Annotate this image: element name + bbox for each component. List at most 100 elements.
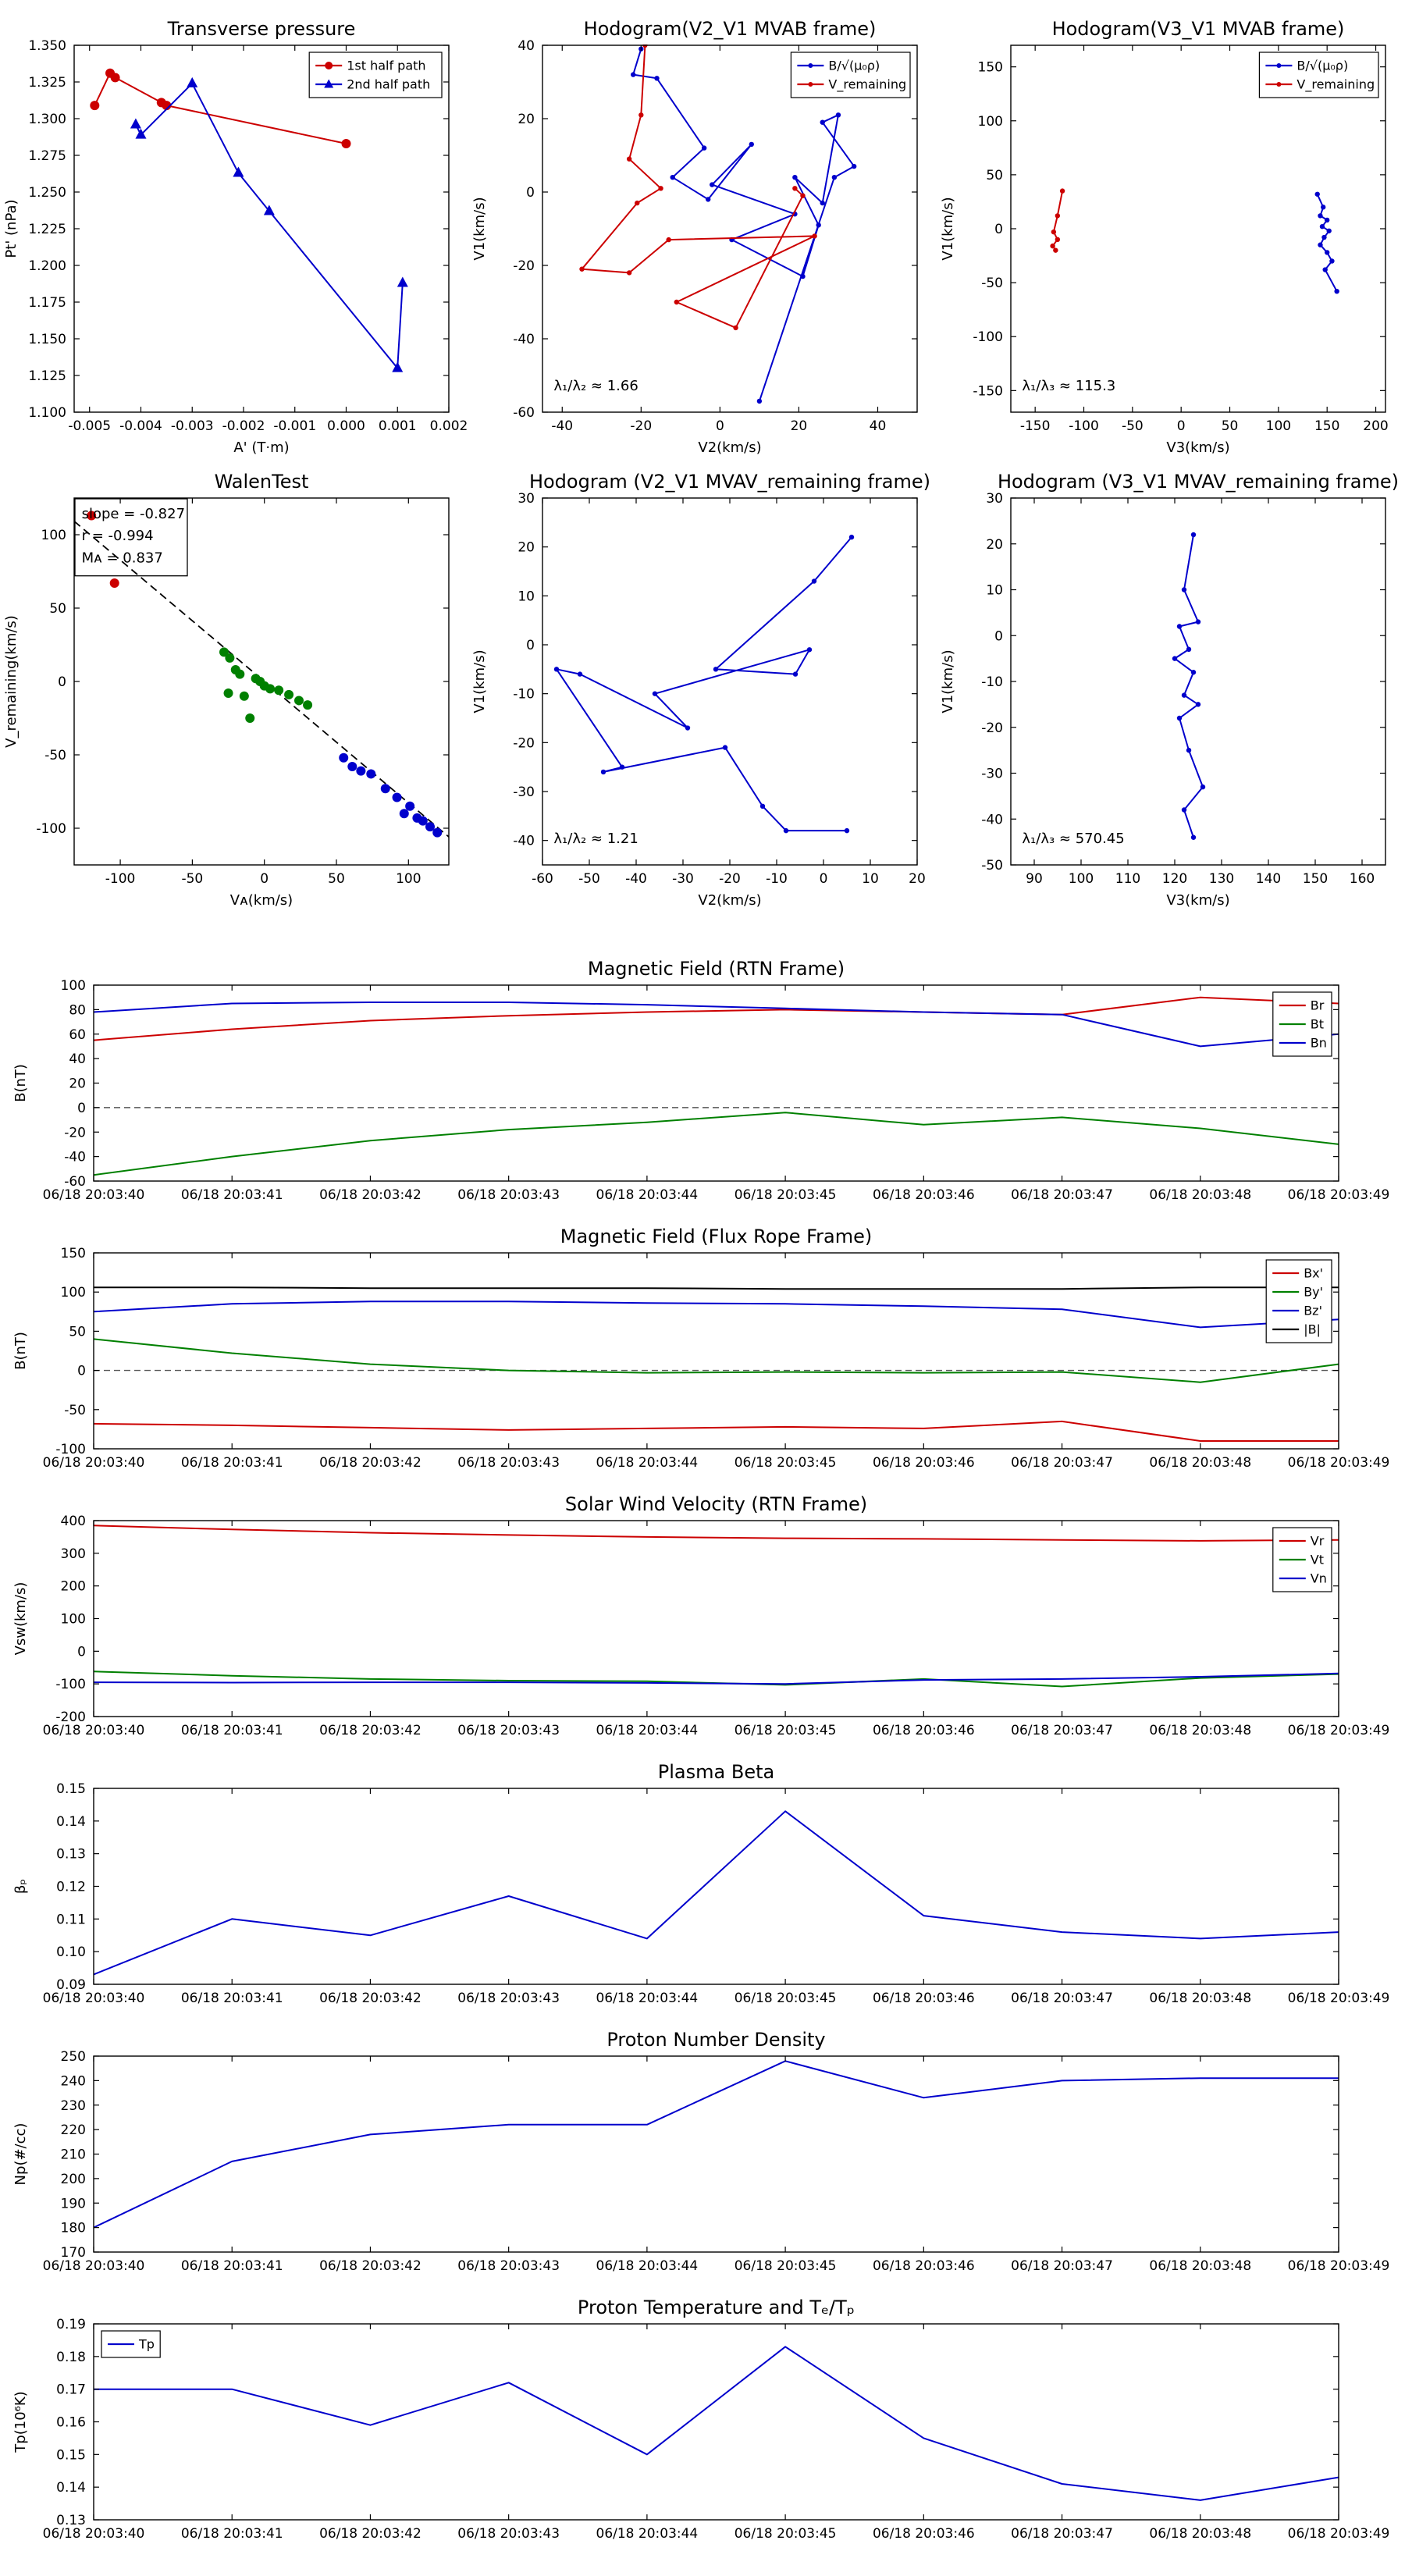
y-tick-label: 1.350 (28, 38, 66, 54)
x-tick-label: 0 (260, 871, 269, 887)
series-first-points (87, 511, 119, 589)
y-tick-label: 50 (69, 1324, 86, 1340)
x-tick-label: 06/18 20:03:46 (873, 2258, 975, 2274)
x-tick-label: 06/18 20:03:45 (735, 2258, 837, 2274)
x-tick-label: 06/18 20:03:44 (596, 1991, 699, 2006)
x-tick-label: 06/18 20:03:46 (873, 1187, 975, 1203)
chart-title: Solar Wind Velocity (RTN Frame) (565, 1493, 867, 1515)
chart-title: Plasma Beta (658, 1761, 774, 1783)
series-v-remaining (579, 44, 817, 331)
x-tick-label: 06/18 20:03:47 (1011, 1723, 1113, 1738)
y-tick-label: 0 (526, 638, 535, 653)
y-tick-label: -30 (981, 767, 1003, 782)
series-bn (93, 1002, 1339, 1048)
y-tick-label: 20 (69, 1076, 86, 1092)
chart-magnetic-field-fluxrope: 06/18 20:03:40 06/18 20:03:41 06/18 20:03:… (0, 1222, 1405, 1483)
x-tick-label: 150 (1314, 418, 1339, 434)
x-tick-label: 06/18 20:03:43 (457, 1723, 560, 1738)
x-axis-label: V3(km/s) (1166, 892, 1229, 909)
y-tick-label: 200 (61, 1579, 86, 1595)
y-axis-label: V1(km/s) (471, 197, 488, 260)
legend-label: Vr (1311, 1534, 1325, 1549)
series-2nd-half-path (130, 76, 408, 372)
y-tick-label: 1.250 (28, 185, 66, 201)
legend-label: V_remaining (1297, 77, 1375, 93)
legend-label: Vt (1311, 1553, 1324, 1567)
y-tick-label: 190 (61, 2196, 86, 2211)
x-tick-label: 06/18 20:03:42 (319, 1455, 422, 1471)
x-tick-label: 06/18 20:03:41 (181, 1723, 283, 1738)
chart-canvas: 06/18 20:03:40 06/18 20:03:41 06/18 20:03:… (12, 1761, 1390, 2006)
x-tick-label: 0.000 (327, 418, 365, 434)
x-tick-label: -10 (766, 871, 788, 887)
x-tick-label: 06/18 20:03:43 (457, 2258, 560, 2274)
x-tick-label: 06/18 20:03:43 (457, 1187, 560, 1203)
y-tick-label: 150 (978, 60, 1003, 76)
chart-title: Hodogram(V2_V1 MVAB frame) (584, 18, 877, 40)
x-tick-label: 06/18 20:03:47 (1011, 2526, 1113, 2542)
series-b (1314, 191, 1339, 294)
y-tick-label: 10 (986, 583, 1003, 599)
x-tick-label: 06/18 20:03:49 (1288, 1991, 1390, 2006)
chart-title: Hodogram (V2_V1 MVAV_remaining frame) (529, 471, 930, 493)
chart-title: Proton Temperature and Tₑ/Tₚ (578, 2297, 855, 2318)
y-tick-label: 0.18 (56, 2350, 86, 2365)
x-tick-label: 06/18 20:03:40 (43, 1723, 145, 1738)
annotation-box (74, 498, 188, 577)
plot-area (73, 511, 450, 838)
x-tick-label: 06/18 20:03:40 (43, 1991, 145, 2006)
y-tick-label: 40 (69, 1051, 86, 1067)
x-tick-label: 0.001 (379, 418, 417, 434)
x-tick-label: 06/18 20:03:42 (319, 1991, 422, 2006)
y-tick-label: 0 (994, 222, 1003, 237)
x-tick-label: 06/18 20:03:48 (1149, 1991, 1251, 2006)
legend-label: Vn (1311, 1571, 1327, 1586)
x-tick-label: 160 (1350, 871, 1375, 887)
plot-area (93, 1810, 1339, 1976)
y-tick-label: -40 (64, 1150, 86, 1165)
legend-label: 2nd half path (347, 77, 430, 92)
chart-canvas: -40 -20 0 20 40 -60 -40 -20 0 20 40 Hodogram(V2_V1 … (471, 18, 918, 456)
y-tick-label: 1.200 (28, 258, 66, 274)
x-tick-label: 06/18 20:03:40 (43, 2258, 145, 2274)
series-v-remaining (1050, 188, 1065, 253)
x-tick-label: 06/18 20:03:47 (1011, 1991, 1113, 2006)
x-tick-label: 50 (1222, 418, 1239, 434)
x-tick-label: 100 (1266, 418, 1291, 434)
x-tick-label: -20 (630, 418, 652, 434)
y-tick-label: -100 (55, 1677, 86, 1692)
series-last-points (339, 753, 443, 838)
chart-canvas: -60 -50 -40 -30 -20 -10 0 10 20 -40 -30 -20 -10 0 10 20… (471, 471, 930, 909)
chart-hodogram-v2v1-mvab: -40 -20 0 20 40 -60 -40 -20 0 20 40 Hodogram(V2_V1 … (468, 9, 937, 462)
y-tick-label: -40 (981, 812, 1003, 827)
y-tick-label: 240 (61, 2073, 86, 2089)
plot-area (93, 1525, 1339, 1688)
y-axis-label: Vsw(km/s) (12, 1582, 29, 1656)
y-tick-label: 1.100 (28, 405, 66, 421)
y-tick-label: 1.150 (28, 332, 66, 347)
y-tick-label: 0 (994, 628, 1003, 644)
legend-label: B/√(μ₀ρ) (828, 59, 880, 73)
x-tick-label: 06/18 20:03:46 (873, 1455, 975, 1471)
legend: Br Bt Bn (1272, 991, 1332, 1057)
chart-title: WalenTest (215, 471, 309, 493)
x-tick-label: 06/18 20:03:45 (735, 1991, 837, 2006)
legend-label: Br (1311, 998, 1325, 1013)
y-tick-label: 210 (61, 2147, 86, 2163)
series-bx (93, 1420, 1339, 1442)
x-tick-label: 10 (862, 871, 879, 887)
x-tick-label: -0.003 (171, 418, 214, 434)
plot-area (93, 2060, 1339, 2229)
y-tick-label: 0 (58, 674, 66, 690)
x-tick-label: 150 (1303, 871, 1328, 887)
x-tick-label: 0 (716, 418, 724, 434)
y-tick-label: 0.11 (56, 1912, 86, 1927)
axes-border (542, 44, 918, 413)
x-axis-label: A' (T·m) (233, 439, 289, 456)
chart-title: Hodogram (V3_V1 MVAV_remaining frame) (998, 471, 1399, 493)
x-tick-label: 06/18 20:03:46 (873, 2526, 975, 2542)
x-tick-label: 06/18 20:03:44 (596, 1723, 699, 1738)
y-tick-label: 200 (61, 2172, 86, 2187)
y-tick-label: -200 (55, 1710, 86, 1725)
plot-area (579, 44, 857, 404)
